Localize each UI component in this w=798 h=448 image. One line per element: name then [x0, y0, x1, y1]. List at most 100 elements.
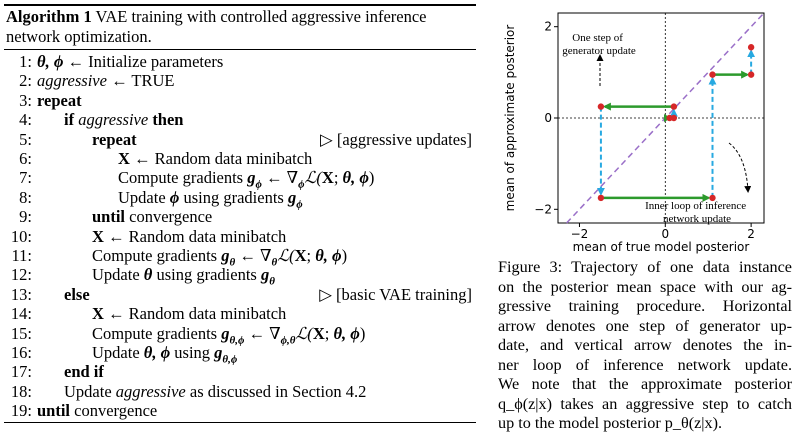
line-number: 15: [10, 323, 32, 343]
trajectory-point [709, 194, 716, 202]
line-fragment: aggressive [115, 381, 186, 401]
line-fragment: ℒ( [277, 246, 295, 265]
line-text: repeat [37, 91, 82, 110]
line-fragment: using gradients [179, 187, 288, 207]
line-fragment: repeat [37, 90, 82, 110]
line-fragment: ℒ( [295, 323, 313, 343]
line-text: Update ϕ using gradients gϕ [118, 188, 303, 215]
line-number: 1: [19, 52, 32, 71]
algorithm-line: 16: Update θ, ϕ using gθ,ϕ [4, 343, 476, 365]
caption-line: date, and vertical arrow denotes the in- [498, 336, 792, 354]
line-number: 17: [10, 362, 32, 382]
line-fragment: g [260, 265, 270, 285]
line-fragment: θ,ϕ [222, 353, 238, 366]
line-number: 16: [10, 343, 32, 362]
line-text: Compute gradients gθ ← ∇θℒ(X; θ, ϕ) [92, 246, 347, 273]
line-text: end if [64, 362, 104, 381]
line-fragment: X [118, 149, 130, 168]
x-tick-label: −2 [571, 227, 589, 241]
line-number: 10: [10, 226, 32, 246]
line-fragment: until [92, 207, 126, 227]
line-fragment: Update [64, 381, 116, 401]
caption-line: q_ϕ(z|x) takes an aggressive step to cat… [498, 394, 792, 413]
line-fragment: ; [333, 168, 343, 188]
caption-line: on the posterior mean space with our ag- [498, 277, 792, 296]
algorithm-line: 8: Update ϕ using gradients gϕ [4, 187, 476, 210]
line-text: aggressive ← TRUE [37, 71, 175, 90]
line-fragment: ← ∇ [244, 323, 281, 343]
line-fragment: θ, ϕ [342, 168, 369, 188]
x-axis-label: mean of true model posterior [573, 240, 750, 254]
algorithm-line: 3: repeat [4, 91, 476, 110]
line-fragment: aggressive [78, 110, 149, 130]
line-fragment: X [312, 323, 325, 343]
line-fragment: using [170, 343, 215, 362]
line-fragment: θ [271, 256, 278, 269]
line-number: 14: [10, 304, 32, 324]
line-text: Update θ, ϕ using gθ,ϕ [92, 343, 237, 370]
line-text: θ, ϕ ← Initialize parameters [37, 52, 223, 71]
line-comment: ▷ [basic VAE training] [319, 284, 472, 304]
line-fragment: ← Random data minibatch [103, 304, 287, 324]
line-fragment: θ [229, 256, 236, 269]
x-tick-label: 0 [661, 227, 669, 241]
y-tick-label: 2 [544, 20, 552, 34]
line-text: Update aggressive as discussed in Sectio… [64, 382, 366, 401]
top-rule [4, 4, 476, 6]
posterior-trajectory-plot: −2 0 2 2 0 −2 One step of generator update In… [503, 12, 765, 254]
algorithm-line: 10: X ← Random data minibatch [4, 227, 476, 246]
caption-line: Figure 3: Trajectory of one data instanc… [498, 258, 792, 276]
line-text: repeat [92, 130, 137, 149]
line-text: else [64, 285, 90, 304]
line-number: 12: [10, 265, 32, 285]
line-fragment: ← Random data minibatch [103, 226, 287, 246]
line-fragment: g [221, 246, 230, 265]
bottom-rule [4, 422, 476, 423]
caption-line: We note that the approximate posterior [498, 375, 792, 393]
algorithm-line: 4: if aggressive then [4, 110, 476, 129]
line-fragment: ; [306, 246, 316, 265]
algorithm-line: 11: Compute gradients gθ ← ∇θℒ(X; θ, ϕ) [4, 246, 476, 268]
line-fragment: ← TRUE [106, 71, 175, 91]
line-fragment: Update [92, 343, 144, 362]
line-fragment: ) [341, 246, 348, 265]
inference-annotation: Inner loop of inference network update [645, 200, 749, 225]
line-number: 3: [19, 90, 32, 110]
algorithm-label: Algorithm 1 [6, 7, 92, 26]
line-fragment: θ [269, 275, 275, 288]
line-fragment: ← Initialize parameters [63, 52, 224, 71]
generator-annotation-line2: generator update [562, 45, 636, 57]
line-text: X ← Random data minibatch [92, 227, 286, 246]
line-fragment: ϕ [296, 198, 303, 211]
line-number: 6: [19, 149, 32, 168]
algorithm-line: 15: Compute gradients gθ,ϕ ← ∇ϕ,θℒ(X; θ, … [4, 323, 476, 346]
line-fragment: Compute gradients [118, 168, 248, 188]
line-fragment: ← Random data minibatch [129, 149, 313, 168]
line-fragment: aggressive [37, 71, 107, 91]
line-number: 18: [10, 381, 32, 401]
line-text: Update θ using gradients gθ [92, 265, 275, 292]
line-fragment: X [321, 168, 334, 188]
caption-line: gressive training procedure. Horizontal [498, 297, 792, 315]
trajectory-point [597, 194, 605, 202]
line-fragment: θ, ϕ [143, 343, 171, 362]
line-fragment: ) [368, 168, 375, 188]
line-fragment: end if [64, 362, 104, 382]
line-fragment: repeat [92, 129, 137, 149]
line-fragment: else [64, 284, 90, 304]
algorithm-line: 19: until convergence [4, 401, 476, 420]
line-fragment: using gradients [152, 265, 261, 285]
line-number: 5: [19, 129, 32, 149]
inference-annotation-arrow [728, 142, 752, 193]
line-fragment: ϕ,θ [280, 333, 296, 346]
y-tick-label: 0 [544, 111, 552, 125]
line-fragment: ℒ( [304, 168, 322, 188]
caption-line: up to the model posterior p_θ(z|x). [498, 414, 723, 432]
line-number: 9: [19, 207, 32, 227]
line-fragment: ; [324, 323, 334, 343]
algorithm-line: 1: θ, ϕ ← Initialize parameters [4, 52, 476, 71]
algorithm-line: 17: end if [4, 362, 476, 381]
line-number: 8: [19, 187, 32, 207]
line-number: 13: [10, 284, 32, 304]
caption-line: arrow denotes one step of generator up- [498, 316, 792, 335]
